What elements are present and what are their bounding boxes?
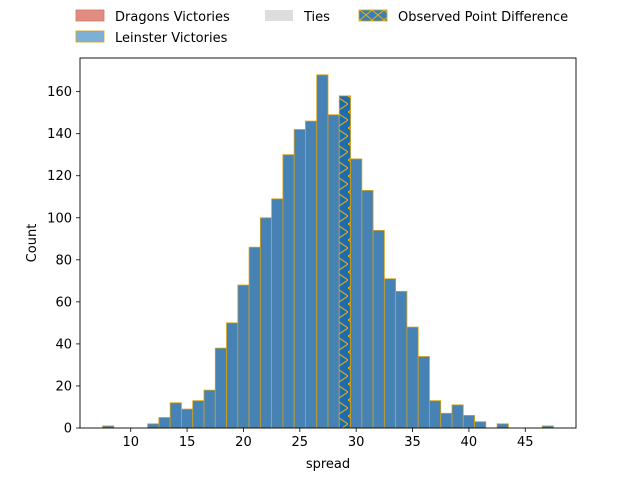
y-tick-label: 60 <box>55 295 72 310</box>
x-tick-label: 10 <box>122 435 139 450</box>
y-tick-label: 40 <box>55 337 72 352</box>
histogram-bar <box>429 400 442 429</box>
observed-bar-hatch <box>339 95 351 428</box>
histogram-bar <box>147 423 160 429</box>
histogram-bar <box>271 198 284 429</box>
x-tick-label: 40 <box>461 435 478 450</box>
x-tick-label: 35 <box>404 435 421 450</box>
histogram-bar <box>496 423 509 429</box>
x-tick-label: 25 <box>292 435 309 450</box>
x-axis-label: spread <box>306 457 350 472</box>
histogram-bar <box>383 278 397 429</box>
legend-label-dragons: Dragons Victories <box>115 10 230 25</box>
histogram-bar <box>361 190 374 429</box>
histogram-bar <box>248 246 261 429</box>
y-tick-label: 160 <box>47 85 72 100</box>
y-tick-label: 20 <box>55 379 72 394</box>
histogram-bar <box>282 154 295 429</box>
legend-label-leinster: Leinster Victories <box>115 31 228 46</box>
histogram-bar <box>395 290 408 429</box>
y-tick-label: 80 <box>55 253 72 268</box>
histogram-bar <box>451 404 464 429</box>
histogram-bar <box>158 417 171 429</box>
histogram-bar <box>440 412 453 429</box>
legend-swatch-observed-hatch <box>359 10 387 21</box>
legend-entry-ties: Ties <box>265 10 330 25</box>
y-tick-label: 120 <box>47 169 72 184</box>
histogram-bar <box>214 347 227 429</box>
legend-label-observed: Observed Point Difference <box>398 10 568 25</box>
bars <box>102 74 554 429</box>
histogram-bar <box>169 402 182 429</box>
histogram-bar <box>181 408 194 429</box>
histogram-bar <box>372 229 385 429</box>
histogram-bar <box>259 217 273 429</box>
legend-entry-dragons: Dragons Victories <box>75 9 230 25</box>
y-axis-ticks: 0 20 40 60 80 100 120 140 160 <box>47 85 80 437</box>
histogram-bar <box>237 284 250 429</box>
x-tick-label: 15 <box>179 435 196 450</box>
histogram-bar <box>406 326 419 429</box>
histogram-bar <box>192 400 205 429</box>
legend-label-ties: Ties <box>303 10 330 25</box>
x-axis-ticks: 10 15 20 25 30 35 40 45 <box>122 428 534 450</box>
histogram-bar <box>474 421 487 429</box>
y-tick-label: 100 <box>47 211 72 226</box>
histogram-bar <box>293 129 306 429</box>
legend-swatch-dragons <box>75 9 105 22</box>
y-tick-label: 140 <box>47 127 72 142</box>
histogram-bar <box>417 356 430 429</box>
histogram-bar <box>305 120 318 429</box>
legend-swatch-ties <box>265 10 293 21</box>
y-tick-label: 0 <box>64 422 72 437</box>
legend: Dragons Victories Leinster Victories Tie… <box>75 9 568 46</box>
plot-frame <box>79 57 577 429</box>
x-tick-label: 45 <box>517 435 534 450</box>
histogram-bar <box>316 74 329 429</box>
histogram-bar <box>226 322 239 429</box>
x-tick-label: 30 <box>348 435 365 450</box>
legend-entry-observed: Observed Point Difference <box>358 9 568 25</box>
x-tick-label: 20 <box>235 435 252 450</box>
legend-swatch-leinster <box>75 30 105 43</box>
histogram-bar <box>462 414 475 429</box>
y-axis-label: Count <box>25 224 40 263</box>
histogram-bar <box>350 158 363 429</box>
histogram-bar <box>203 389 216 429</box>
legend-entry-leinster: Leinster Victories <box>75 30 228 46</box>
histogram-bar <box>327 114 340 429</box>
